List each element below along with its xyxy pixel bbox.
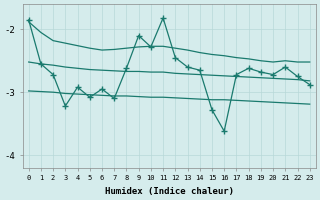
X-axis label: Humidex (Indice chaleur): Humidex (Indice chaleur) xyxy=(105,187,234,196)
